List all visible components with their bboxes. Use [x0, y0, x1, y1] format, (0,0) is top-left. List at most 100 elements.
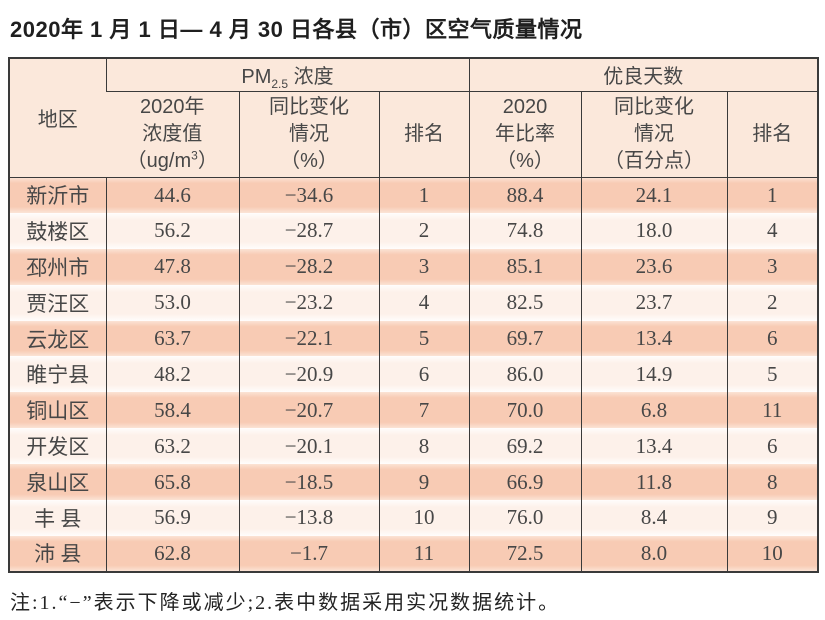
pm-change-header-line3: （%）	[280, 149, 338, 172]
pm-change-header-line1: 同比变化	[269, 95, 349, 118]
good-rank-cell: 2	[726, 284, 819, 321]
region-cell: 鼓楼区	[9, 212, 106, 249]
pm-change-column-header: 同比变化 情况 （%）	[238, 91, 379, 178]
pm-value-cell: 44.6	[105, 177, 239, 213]
table-row: 睢宁县 48.2 −20.9 6 86.0 14.9 5	[9, 356, 819, 393]
good-rank-cell: 3	[726, 248, 819, 285]
pm-change-cell: −28.2	[238, 248, 379, 285]
pm-rank-cell: 7	[378, 392, 470, 429]
good-change-cell: 8.4	[580, 500, 728, 536]
good-rate-cell: 69.7	[468, 320, 582, 357]
pm-rank-cell: 6	[378, 356, 470, 393]
good-rate-cell: 70.0	[468, 392, 582, 429]
table-row: 铜山区 58.4 −20.7 7 70.0 6.8 11	[9, 392, 819, 429]
good-change-cell: 24.1	[580, 177, 728, 213]
good-rate-cell: 74.8	[468, 212, 582, 249]
good-rate-cell: 76.0	[468, 500, 582, 536]
good-rate-cell: 86.0	[468, 356, 582, 393]
good-rank-column-header: 排名	[726, 91, 819, 178]
pm-change-header-line2: 情况	[289, 122, 329, 145]
pm-rank-cell: 9	[378, 464, 470, 501]
region-cell: 云龙区	[9, 320, 106, 357]
pm-value-cell: 62.8	[105, 535, 239, 572]
good-rate-header-line1: 2020	[502, 95, 548, 118]
pm-rank-cell: 11	[378, 535, 470, 572]
pm-subscript: 2.5	[271, 77, 289, 91]
table-row: 鼓楼区 56.2 −28.7 2 74.8 18.0 4	[9, 212, 819, 249]
pm-change-cell: −20.1	[238, 428, 379, 465]
pm-change-cell: −20.7	[238, 392, 379, 429]
good-change-header-line1: 同比变化	[614, 95, 695, 118]
pm-rank-cell: 5	[378, 320, 470, 357]
sub-header-row: 2020年 浓度值 （ug/m3） 同比变化 情况 （%） 排名 2020 年比…	[9, 91, 819, 178]
pm-change-cell: −13.8	[238, 500, 379, 536]
pm25-group-header: PM2.5 浓度	[105, 58, 470, 92]
good-rank-cell: 11	[726, 392, 819, 429]
pm-change-cell: −20.9	[238, 356, 379, 393]
good-rate-cell: 85.1	[468, 248, 582, 285]
pm-value-cell: 56.9	[105, 500, 239, 536]
pm-change-cell: −28.7	[238, 212, 379, 249]
good-change-cell: 6.8	[580, 392, 728, 429]
region-cell: 沛 县	[9, 535, 106, 572]
good-change-header-line2: 情况	[634, 122, 675, 145]
pm-value-cell: 63.7	[105, 320, 239, 357]
pm-rank-cell: 2	[378, 212, 470, 249]
pm-group-suffix: 浓度	[288, 66, 334, 89]
table-row: 邳州市 47.8 −28.2 3 85.1 23.6 3	[9, 248, 819, 285]
good-change-column-header: 同比变化 情况 （百分点）	[580, 91, 728, 178]
good-change-cell: 18.0	[580, 212, 728, 249]
pm-change-cell: −23.2	[238, 284, 379, 321]
pm-rank-column-header: 排名	[378, 91, 470, 178]
region-cell: 丰 县	[9, 500, 106, 536]
region-cell: 开发区	[9, 428, 106, 465]
pm-value-cell: 53.0	[105, 284, 239, 321]
pm-change-cell: −18.5	[238, 464, 379, 501]
group-header-row: 地区 PM2.5 浓度 优良天数	[9, 58, 819, 178]
good-rank-cell: 6	[726, 428, 819, 465]
region-cell: 贾汪区	[9, 284, 106, 321]
good-change-header-line3: （百分点）	[604, 149, 705, 172]
good-rank-cell: 6	[726, 320, 819, 357]
air-quality-table: 地区 PM2.5 浓度 优良天数 2020年 浓度值 （ug/m3） 同比变化 …	[8, 57, 820, 573]
good-change-cell: 23.7	[580, 284, 728, 321]
pm-change-cell: −1.7	[238, 535, 379, 572]
table-body: 新沂市 44.6 −34.6 1 88.4 24.1 1 鼓楼区 56.2 −2…	[9, 177, 819, 572]
good-rate-header-line3: （%）	[496, 149, 554, 172]
good-change-cell: 13.4	[580, 320, 728, 357]
good-rank-cell: 10	[726, 535, 819, 572]
pm-value-cell: 63.2	[105, 428, 239, 465]
footnote: 注:1.“−”表示下降或减少;2.表中数据采用实况数据统计。	[10, 591, 561, 614]
good-rate-cell: 88.4	[468, 177, 582, 213]
good-rate-column-header: 2020 年比率 （%）	[468, 91, 582, 178]
pm-rank-cell: 1	[378, 177, 470, 213]
table-row: 新沂市 44.6 −34.6 1 88.4 24.1 1	[9, 177, 819, 213]
table-row: 丰 县 56.9 −13.8 10 76.0 8.4 9	[9, 500, 819, 536]
pm-change-cell: −22.1	[238, 320, 379, 357]
good-rate-header-line2: 年比率	[495, 122, 556, 145]
table-header: 地区 PM2.5 浓度 优良天数 2020年 浓度值 （ug/m3） 同比变化 …	[9, 58, 819, 178]
table-row: 泉山区 65.8 −18.5 9 66.9 11.8 8	[9, 464, 819, 501]
pm-value-header-line1: 2020年	[140, 95, 205, 118]
good-rank-cell: 9	[726, 500, 819, 536]
good-change-cell: 14.9	[580, 356, 728, 393]
pm-value-cell: 56.2	[105, 212, 239, 249]
pm-rank-cell: 3	[378, 248, 470, 285]
table-row: 云龙区 63.7 −22.1 5 69.7 13.4 6	[9, 320, 819, 357]
table-row: 开发区 63.2 −20.1 8 69.2 13.4 6	[9, 428, 819, 465]
pm-change-cell: −34.6	[238, 177, 379, 213]
pm-value-cell: 48.2	[105, 356, 239, 393]
page-title: 2020年 1 月 1 日— 4 月 30 日各县（市）区空气质量情况	[10, 17, 583, 42]
pm-value-cell: 47.8	[105, 248, 239, 285]
good-rate-cell: 69.2	[468, 428, 582, 465]
good-days-group-header: 优良天数	[468, 58, 819, 92]
region-cell: 新沂市	[9, 177, 106, 213]
region-cell: 泉山区	[9, 464, 106, 501]
pm-rank-cell: 8	[378, 428, 470, 465]
good-change-cell: 13.4	[580, 428, 728, 465]
pm-label: PM	[241, 66, 272, 89]
region-cell: 邳州市	[9, 248, 106, 285]
good-rank-cell: 4	[726, 212, 819, 249]
good-change-cell: 11.8	[580, 464, 728, 501]
